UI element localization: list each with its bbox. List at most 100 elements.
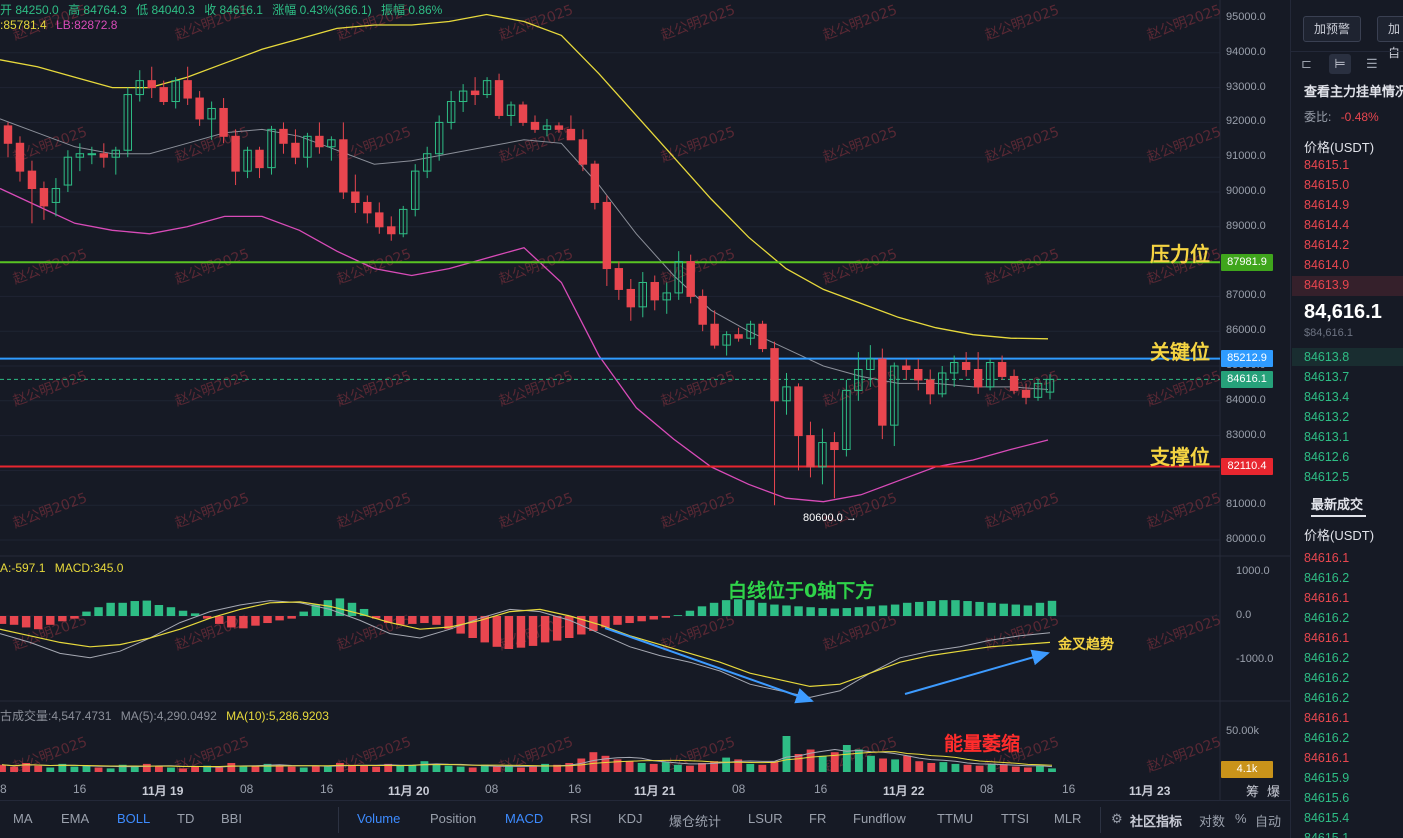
chart-area[interactable]: 赵公明2025 赵公明2025 赵公明2025 赵公明2025 赵公明2025 赵公明20… xyxy=(0,0,1290,800)
dea-value: A:-597.1 xyxy=(0,561,46,575)
bid-price[interactable]: 84613.8 xyxy=(1304,350,1350,364)
indicator-position[interactable]: Position xyxy=(430,811,477,826)
bid-price[interactable]: 84613.1 xyxy=(1304,430,1350,444)
watermark: 赵公明2025 xyxy=(497,490,575,532)
candle-body xyxy=(195,97,204,120)
ask-price[interactable]: 84614.4 xyxy=(1304,218,1350,232)
candle-body xyxy=(985,362,995,388)
bid-price[interactable]: 84612.6 xyxy=(1304,450,1350,464)
indicator-lsur[interactable]: LSUR xyxy=(748,811,783,826)
auto-scale-toggle[interactable]: 自动 xyxy=(1255,814,1282,829)
indicator-td[interactable]: TD xyxy=(177,811,195,826)
indicator-volume[interactable]: Volume xyxy=(357,811,401,826)
ask-price[interactable]: 84614.0 xyxy=(1304,258,1350,272)
price-axis-label: 91000.0 xyxy=(1226,150,1266,163)
indicator-bbi[interactable]: BBI xyxy=(221,811,242,826)
candle-body xyxy=(638,281,647,308)
bid-price[interactable]: 84613.7 xyxy=(1304,370,1350,384)
orderbook-price-header: 价格(USDT) xyxy=(1304,140,1375,155)
time-axis-label: 11月 20 xyxy=(388,784,430,798)
candle-body xyxy=(734,334,743,339)
indicator-ema[interactable]: EMA xyxy=(61,811,90,826)
price-axis-label: 90000.0 xyxy=(1226,185,1266,197)
indicator-macd[interactable]: MACD xyxy=(505,811,544,826)
log-scale-toggle[interactable]: 对数 xyxy=(1199,814,1226,829)
boll-ub-value: :85781.4 xyxy=(0,18,47,32)
macd-histogram-bar xyxy=(782,605,791,616)
candle-body xyxy=(351,191,360,203)
candle-body xyxy=(818,442,827,468)
ask-price[interactable]: 84615.1 xyxy=(1304,158,1350,172)
indicator-boll[interactable]: BOLL xyxy=(117,811,151,826)
volume-bar xyxy=(299,767,308,772)
bid-price[interactable]: 84613.2 xyxy=(1304,410,1350,424)
volume-bar xyxy=(311,765,320,772)
add-custom-button[interactable]: 加自 xyxy=(1377,16,1403,60)
watermark: 赵公明2025 xyxy=(1145,368,1223,410)
macd-histogram-bar xyxy=(963,601,972,616)
ask-price[interactable]: 84614.9 xyxy=(1304,198,1350,212)
indicator-ttsi[interactable]: TTSI xyxy=(1001,811,1030,826)
candle-body xyxy=(15,142,25,172)
indicator-ttmu[interactable]: TTMU xyxy=(937,811,974,826)
macd-histogram-bar xyxy=(746,600,755,616)
community-indicator-icon[interactable]: ⚙ xyxy=(1111,811,1123,826)
chips-button[interactable]: 筹 xyxy=(1246,784,1260,799)
trade-price: 84616.1 xyxy=(1304,631,1350,645)
volume-bar xyxy=(686,765,694,772)
main-orders-link[interactable]: 查看主力挂单情况 xyxy=(1304,84,1403,99)
indicator-rsi[interactable]: RSI xyxy=(570,811,592,826)
bid-price[interactable]: 84613.4 xyxy=(1304,390,1350,404)
indicator-mlr[interactable]: MLR xyxy=(1054,811,1082,826)
orderbook-mode-both-icon[interactable]: ⊏ xyxy=(1301,56,1312,71)
macd-histogram-bar xyxy=(311,604,321,616)
add-alert-button[interactable]: 加预警 xyxy=(1303,16,1362,42)
macd-histogram-bar xyxy=(890,604,900,616)
macd-histogram-bar xyxy=(335,598,345,616)
liquidation-button[interactable]: 爆 xyxy=(1267,784,1281,799)
candle-body xyxy=(279,128,288,144)
kline-chart[interactable]: 赵公明2025 赵公明2025 赵公明2025 赵公明2025 赵公明2025 赵公明20… xyxy=(0,0,1290,800)
volume-bar xyxy=(1036,765,1044,772)
orderbook-mode-list-icon[interactable]: ☰ xyxy=(1366,56,1378,71)
key-price-tag: 85212.9 xyxy=(1221,350,1273,367)
ask-price[interactable]: 84614.2 xyxy=(1304,238,1350,252)
macd-histogram-bar xyxy=(649,616,658,620)
candle-body xyxy=(530,121,540,130)
volume-bar xyxy=(734,759,743,772)
percent-toggle[interactable]: % xyxy=(1235,811,1247,826)
community-indicators-button[interactable]: 社区指标 xyxy=(1130,814,1183,829)
volume-bar xyxy=(287,766,296,772)
watermark: 赵公明2025 xyxy=(659,368,737,410)
macd-histogram-bar xyxy=(130,601,139,616)
macd-histogram-bar xyxy=(806,607,815,616)
indicator-liquidation[interactable]: 爆仓统计 xyxy=(669,814,722,829)
volume-bar xyxy=(746,763,755,772)
candle-body xyxy=(949,362,959,374)
candle-body xyxy=(207,107,216,120)
volume-bar xyxy=(806,749,815,772)
indicator-fundflow[interactable]: Fundflow xyxy=(853,811,906,826)
indicator-fr[interactable]: FR xyxy=(809,811,827,826)
ask-price[interactable]: 84615.0 xyxy=(1304,178,1350,192)
tab-latest-trades[interactable]: 最新成交 xyxy=(1311,497,1364,512)
trade-price: 84616.2 xyxy=(1304,571,1350,585)
indicator-kdj[interactable]: KDJ xyxy=(618,811,643,826)
volume-bar xyxy=(372,766,381,772)
support-annotation: 支撑位 xyxy=(1150,445,1210,469)
orderbook-mode-active-icon[interactable]: ⊨ xyxy=(1329,54,1351,74)
candle-body xyxy=(722,334,731,346)
watermark: 赵公明2025 xyxy=(1145,124,1223,166)
watermark: 赵公明2025 xyxy=(821,368,899,410)
volume-bar xyxy=(673,764,682,772)
candle-body xyxy=(231,135,240,172)
candle-body xyxy=(315,135,324,148)
candle-body xyxy=(782,386,791,402)
ask-price[interactable]: 84613.9 xyxy=(1304,278,1350,292)
bid-price[interactable]: 84612.5 xyxy=(1304,470,1350,484)
time-axis-label: 16 xyxy=(73,782,87,796)
watermark: 赵公明2025 xyxy=(821,490,899,532)
volume-axis-label: 50.00k xyxy=(1226,725,1260,737)
macd-info: A:-597.1 MACD:345.0 xyxy=(0,561,129,575)
indicator-ma[interactable]: MA xyxy=(13,811,33,826)
